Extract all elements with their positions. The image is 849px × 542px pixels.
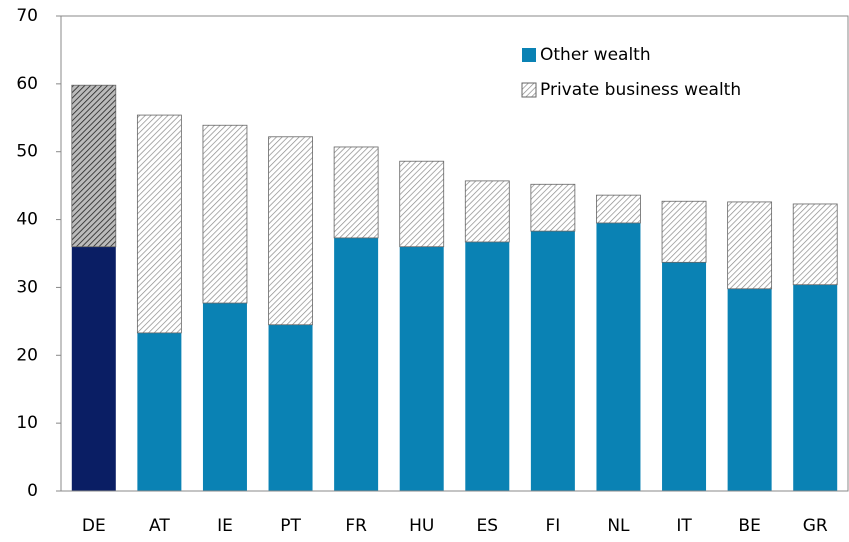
x-tick-label: HU — [409, 516, 434, 536]
bar-segment — [727, 288, 772, 491]
bar-segment — [202, 124, 248, 304]
x-tick-label: IE — [217, 516, 233, 536]
bar-segment — [596, 194, 641, 224]
legend-label: Other wealth — [540, 45, 651, 65]
x-tick-label: PT — [280, 516, 301, 536]
y-tick-label: 10 — [16, 413, 38, 433]
bar-segment — [202, 303, 247, 491]
bar-segment — [333, 146, 379, 239]
bar-segment — [793, 284, 838, 491]
bar-segment — [464, 180, 510, 243]
y-tick-label: 20 — [16, 345, 38, 365]
x-tick-label: FR — [345, 516, 367, 536]
bar-segment — [596, 222, 641, 491]
bar-segment — [727, 201, 773, 290]
bar-segment — [530, 183, 576, 232]
bar-segment — [71, 246, 116, 491]
x-tick-label: NL — [607, 516, 630, 536]
x-tick-label: AT — [149, 516, 170, 536]
x-tick-label: GR — [803, 516, 828, 536]
bar-segment — [661, 200, 707, 263]
x-tick-label: ES — [477, 516, 499, 536]
legend-swatch — [521, 82, 537, 98]
bar-segment — [399, 246, 444, 491]
bar-segment — [268, 324, 313, 491]
bar-segment — [136, 114, 182, 334]
bar-segment — [71, 84, 117, 248]
x-tick-label: BE — [738, 516, 760, 536]
bar-segment — [137, 332, 182, 491]
legend-label: Private business wealth — [540, 80, 741, 100]
bar-segment — [530, 231, 575, 491]
y-tick-label: 50 — [16, 142, 38, 162]
bar-segment — [334, 237, 379, 491]
bar-segment — [465, 241, 510, 491]
x-tick-label: DE — [82, 516, 106, 536]
y-tick-label: 40 — [16, 210, 38, 230]
x-tick-label: IT — [676, 516, 692, 536]
bar-segment — [662, 262, 707, 491]
x-tick-label: FI — [545, 516, 560, 536]
y-tick-label: 0 — [27, 481, 38, 501]
bar-segment — [792, 203, 838, 286]
bar-segment — [268, 136, 313, 326]
y-tick-label: 60 — [16, 74, 38, 94]
bar-segment — [399, 160, 445, 248]
y-tick-label: 70 — [16, 6, 38, 26]
y-tick-label: 30 — [16, 277, 38, 297]
legend-swatch — [522, 48, 536, 62]
